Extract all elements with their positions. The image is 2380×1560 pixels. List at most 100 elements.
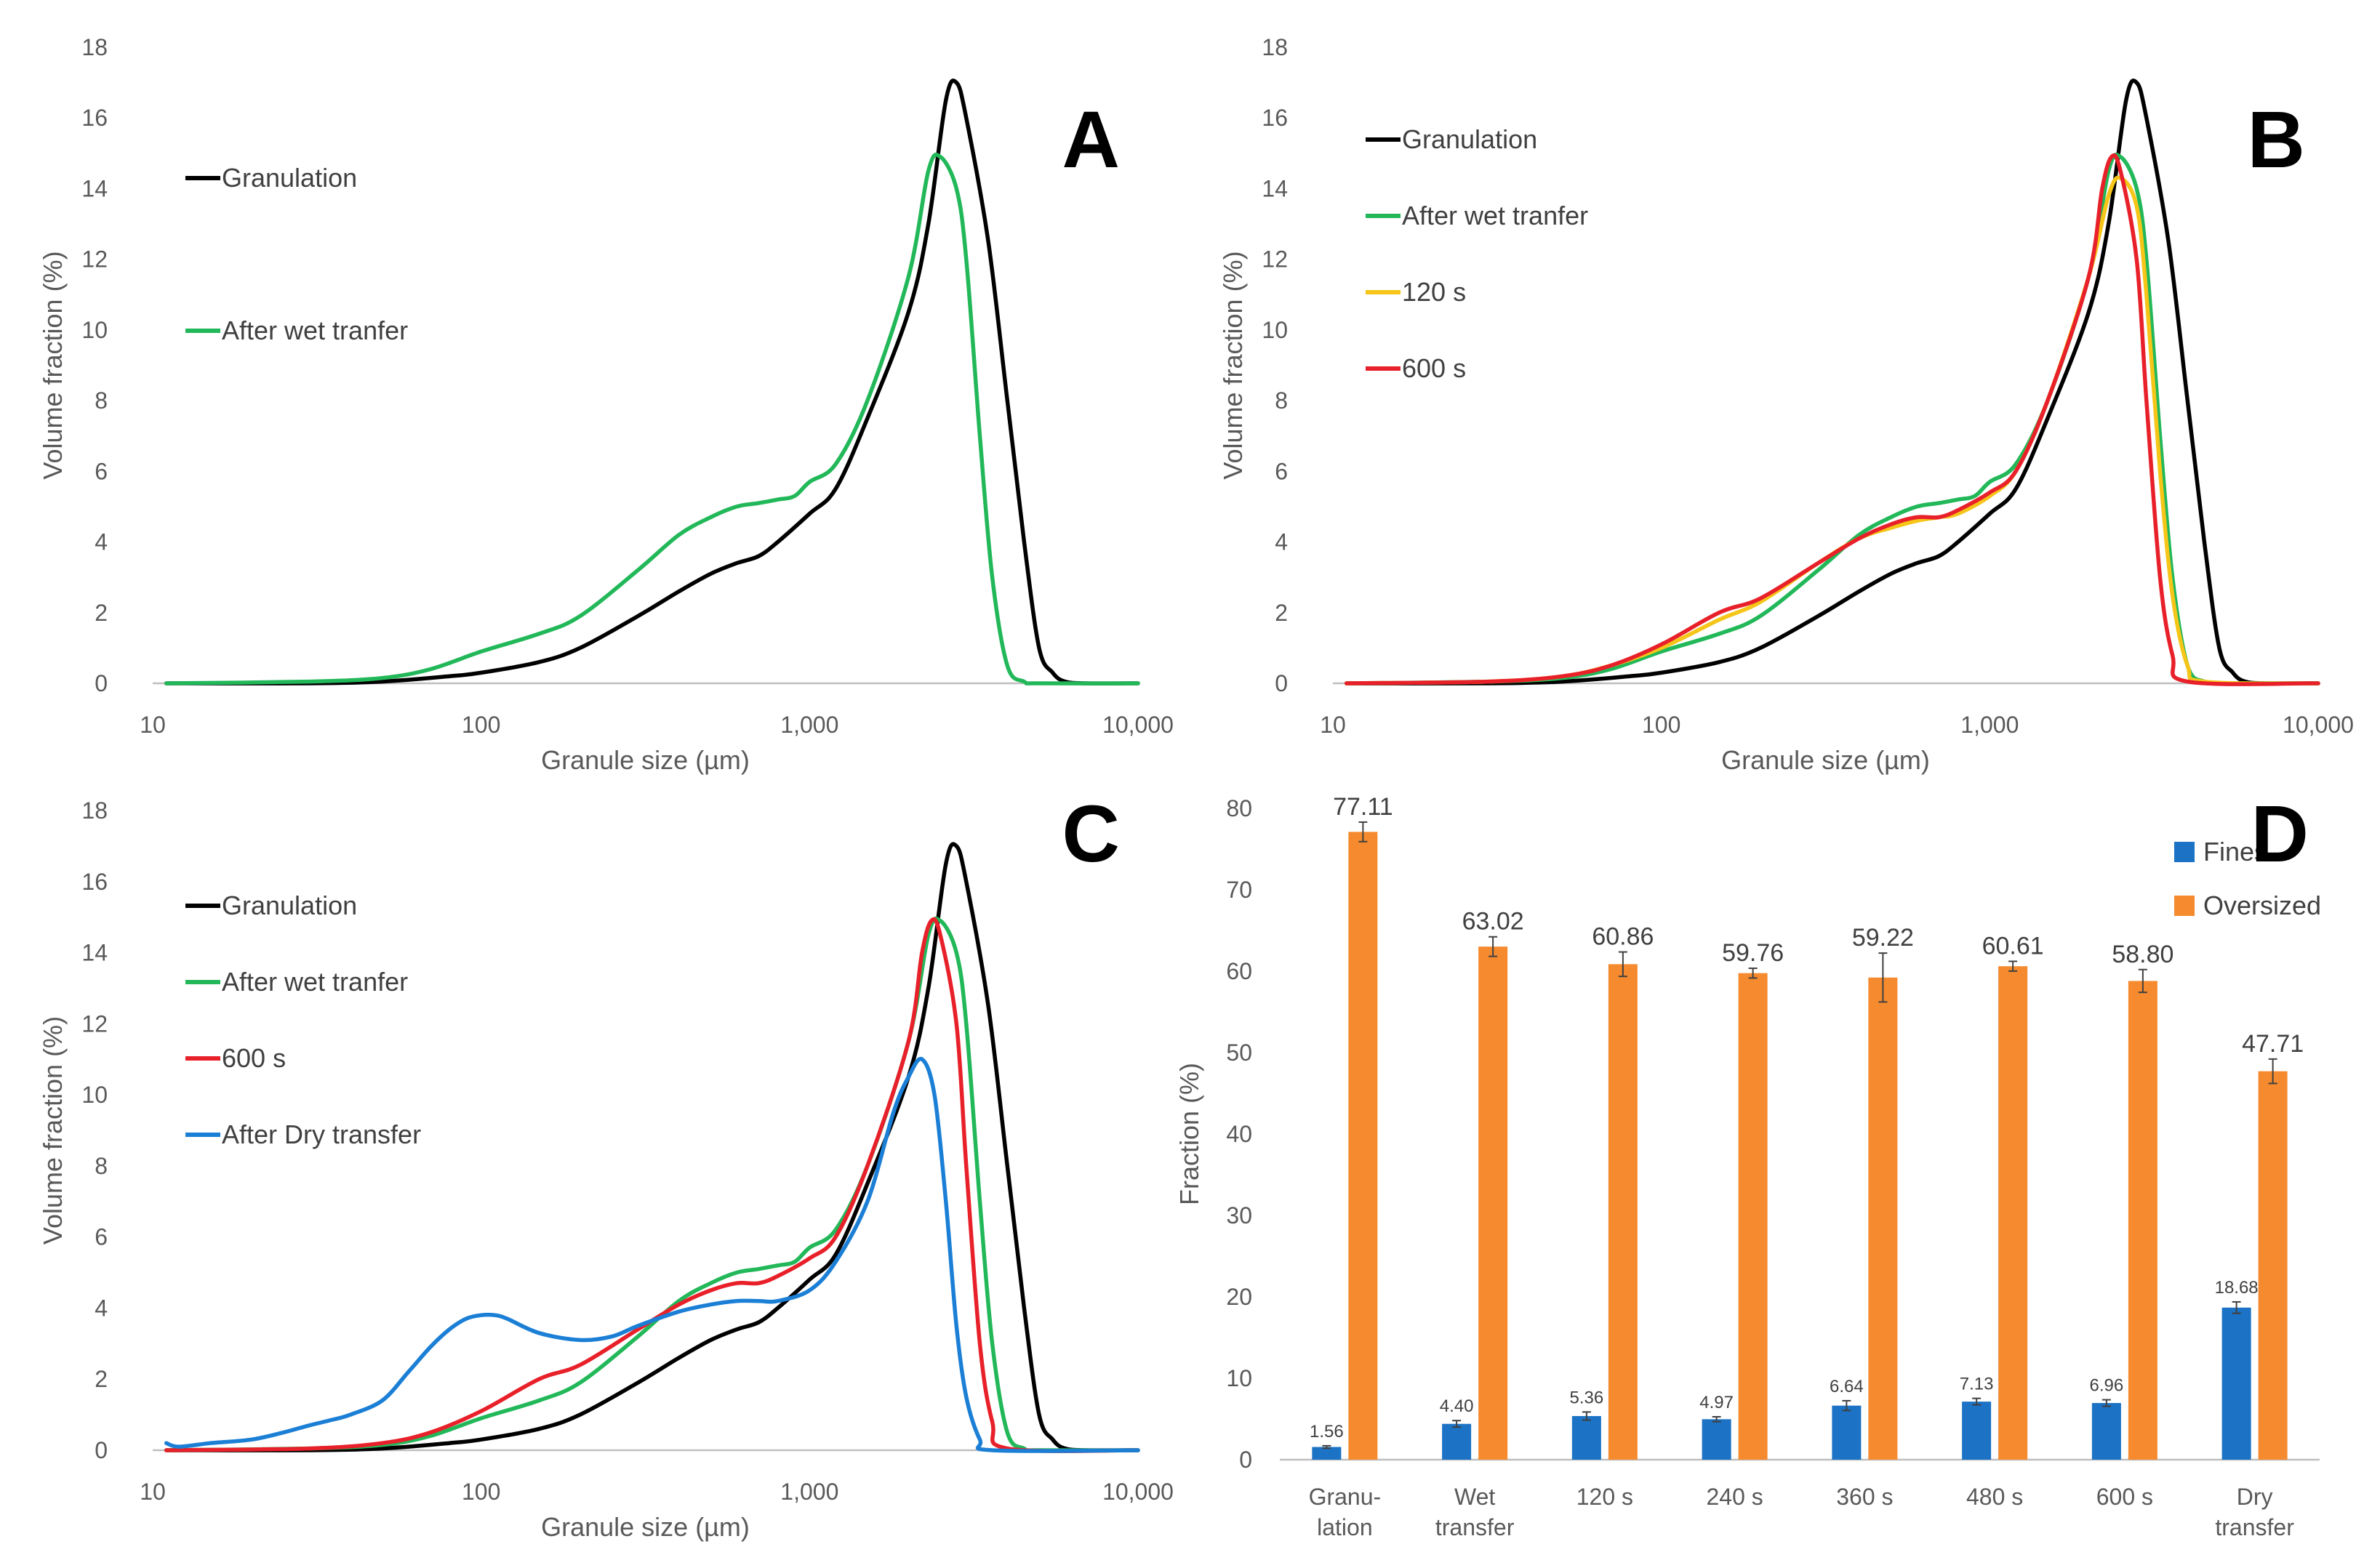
- y-tick-label: 14: [1262, 175, 1288, 201]
- y-tick-label: 0: [1275, 670, 1288, 696]
- category-label: 240 s: [1706, 1484, 1763, 1510]
- legend-label-after-wet-tranfer: After wet tranfer: [222, 315, 408, 345]
- y-tick-label: 18: [81, 797, 108, 824]
- bar-oversized: [1348, 832, 1378, 1460]
- series-line-after-wet-tranfer: [1344, 153, 2320, 685]
- x-tick-label: 10: [140, 1479, 166, 1505]
- x-tick-label: 1,000: [780, 1479, 838, 1505]
- y-axis-title: Fraction (%): [1174, 1063, 1204, 1205]
- x-tick-label: 100: [462, 712, 500, 738]
- x-tick-label: 100: [1642, 712, 1680, 738]
- y-tick-label: 8: [1275, 387, 1288, 414]
- legend-label-after-dry-transfer: After Dry transfer: [222, 1119, 421, 1149]
- panel-label-a: A: [1062, 95, 1120, 185]
- bar-fines: [1312, 1447, 1342, 1460]
- x-tick-label: 10: [140, 712, 166, 738]
- y-tick-label: 70: [1226, 877, 1252, 903]
- legend-label-600-s: 600 s: [1402, 353, 1466, 383]
- y-tick-label: 40: [1226, 1121, 1252, 1147]
- series-line-granulation: [1344, 79, 2320, 685]
- y-tick-label: 8: [95, 387, 108, 414]
- category-label: Granu-: [1309, 1484, 1382, 1510]
- legend-label-oversized: Oversized: [2203, 890, 2321, 920]
- data-label-fines: 7.13: [1960, 1375, 1994, 1394]
- legend-swatch-fines: [2174, 842, 2195, 862]
- y-tick-label: 2: [1275, 600, 1288, 626]
- bar-fines: [2091, 1403, 2121, 1460]
- y-tick-label: 0: [1239, 1447, 1252, 1473]
- y-tick-label: 4: [95, 1295, 108, 1321]
- series-line-600-s: [1344, 153, 2320, 686]
- y-tick-label: 10: [1226, 1365, 1252, 1391]
- category-label: transfer: [1435, 1514, 1515, 1540]
- y-tick-label: 0: [95, 1437, 108, 1463]
- data-label-oversized: 60.86: [1592, 923, 1654, 951]
- data-label-fines: 4.97: [1699, 1393, 1734, 1412]
- category-label: 480 s: [1966, 1484, 2023, 1510]
- y-tick-label: 2: [95, 600, 108, 626]
- chart-panel-d: 0 10 20 30 40 50 60 70 80 Fraction (%) Granu-latio…: [1174, 789, 2321, 1540]
- x-axis-title: Granule size (µm): [541, 1512, 750, 1542]
- y-axis-title: Volume fraction (%): [38, 251, 68, 479]
- x-tick-label: 10,000: [2283, 712, 2354, 738]
- y-tick-label: 8: [95, 1153, 108, 1179]
- y-tick-label: 6: [95, 1224, 108, 1250]
- bar-oversized: [1608, 964, 1638, 1460]
- data-label-oversized: 59.76: [1722, 939, 1784, 967]
- y-tick-label: 4: [95, 529, 108, 555]
- y-tick-label: 30: [1226, 1202, 1252, 1229]
- data-label-oversized: 47.71: [2242, 1030, 2304, 1058]
- data-label-oversized: 63.02: [1462, 908, 1524, 936]
- y-tick-label: 20: [1226, 1284, 1252, 1310]
- data-label-fines: 18.68: [2215, 1278, 2259, 1298]
- bar-fines: [1832, 1405, 1862, 1460]
- legend-label-after-wet-tranfer: After wet tranfer: [1402, 201, 1588, 230]
- y-tick-label: 4: [1275, 529, 1288, 555]
- bar-fines: [1571, 1415, 1601, 1460]
- y-tick-label: 10: [81, 317, 108, 343]
- chart-panel-a: 0 2 4 6 8 10 12 14 16 18 10 100 1,000 10,000 Granule s…: [38, 34, 1174, 775]
- x-tick-label: 10: [1320, 712, 1346, 738]
- chart-panel-b: 0 2 4 6 8 10 12 14 16 18 10 100 1,000 10,000 Granule s…: [1218, 34, 2354, 775]
- data-label-fines: 6.64: [1830, 1377, 1864, 1396]
- panel-label-d: D: [2251, 789, 2309, 879]
- y-tick-label: 2: [95, 1366, 108, 1392]
- y-tick-label: 60: [1226, 958, 1252, 984]
- y-tick-label: 6: [1275, 458, 1288, 484]
- series-line-after-wet-tranfer: [164, 153, 1140, 685]
- category-label: transfer: [2215, 1514, 2294, 1540]
- category-label: 360 s: [1836, 1484, 1893, 1510]
- legend-label-120-s: 120 s: [1402, 277, 1466, 307]
- bar-oversized: [1868, 977, 1898, 1460]
- data-label-fines: 5.36: [1570, 1388, 1604, 1407]
- chart-panel-c: 0 2 4 6 8 10 12 14 16 18 10 100 1,000 10,000 Granule s…: [38, 789, 1174, 1542]
- panel-label-c: C: [1062, 789, 1120, 879]
- y-tick-label: 12: [81, 246, 108, 273]
- category-label: 120 s: [1576, 1484, 1633, 1510]
- y-axis-title: Volume fraction (%): [38, 1016, 68, 1245]
- legend-label-granulation: Granulation: [222, 890, 357, 920]
- y-tick-label: 12: [1262, 246, 1288, 273]
- series-line-granulation: [164, 79, 1140, 685]
- y-tick-label: 18: [1262, 34, 1288, 60]
- y-tick-label: 80: [1226, 795, 1252, 821]
- legend-label-after-wet-tranfer: After wet tranfer: [222, 967, 408, 997]
- data-label-oversized: 77.11: [1333, 793, 1393, 821]
- y-tick-label: 16: [81, 105, 108, 131]
- y-axis-title: Volume fraction (%): [1218, 251, 1248, 479]
- series-line-granulation: [164, 842, 1140, 1452]
- category-label: Dry: [2237, 1484, 2273, 1510]
- bar-fines: [1962, 1402, 1992, 1460]
- x-tick-label: 100: [462, 1479, 500, 1505]
- data-label-fines: 4.40: [1440, 1396, 1474, 1416]
- y-tick-label: 0: [95, 670, 108, 696]
- category-label: 600 s: [2096, 1484, 2153, 1510]
- series-line-after-dry-transfer: [164, 1056, 1140, 1453]
- legend-label-granulation: Granulation: [222, 163, 357, 193]
- x-tick-label: 10,000: [1102, 712, 1174, 738]
- y-tick-label: 16: [1262, 105, 1288, 131]
- data-label-fines: 1.56: [1310, 1422, 1344, 1442]
- category-label: Wet: [1454, 1484, 1495, 1510]
